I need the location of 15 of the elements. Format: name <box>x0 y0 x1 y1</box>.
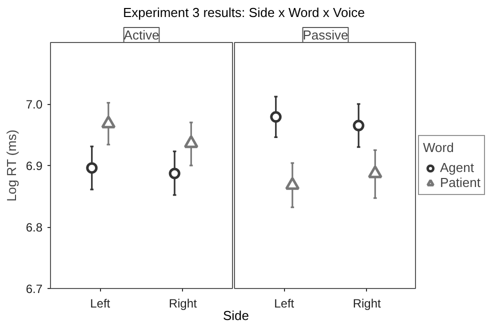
y-tick-label: 7.0 <box>26 98 43 112</box>
chart-title: Experiment 3 results: Side x Word x Voice <box>123 5 365 20</box>
x-tick-label: Left <box>90 296 111 310</box>
x-axis-title: Side <box>223 308 250 321</box>
legend-title: Word <box>423 140 455 155</box>
legend-label: Patient <box>440 175 480 190</box>
x-tick-label: Right <box>168 296 198 310</box>
chart-subtitle: Passive <box>302 28 348 42</box>
x-tick-label: Left <box>274 296 295 310</box>
y-tick-label: 6.8 <box>26 220 43 234</box>
legend-label: Agent <box>440 160 474 175</box>
x-tick-label: Right <box>352 296 382 310</box>
y-axis-title: Log RT (ms) <box>4 130 19 202</box>
y-tick-label: 6.9 <box>26 159 43 173</box>
y-tick-label: 6.7 <box>26 282 43 296</box>
